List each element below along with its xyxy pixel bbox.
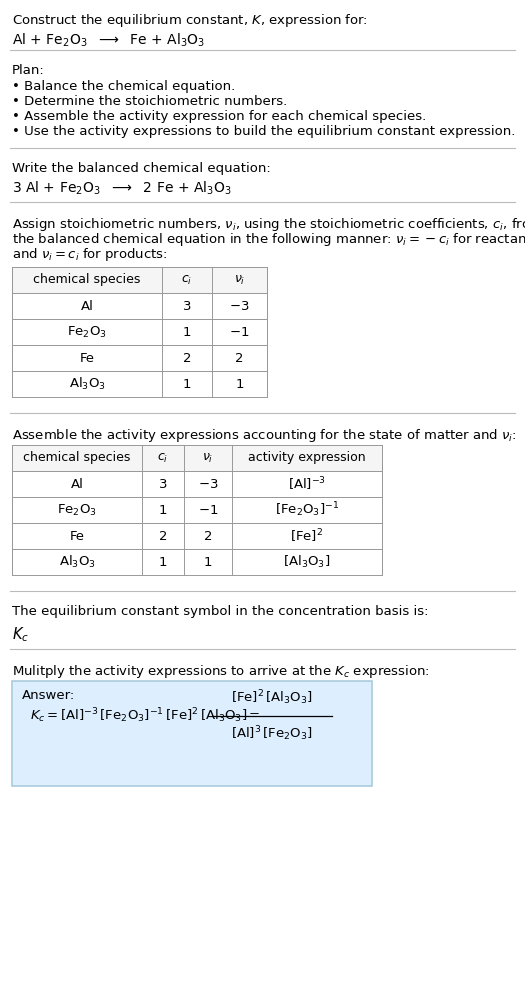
Text: 2: 2 — [235, 352, 244, 364]
Text: $[\mathrm{Fe_2O_3}]^{-1}$: $[\mathrm{Fe_2O_3}]^{-1}$ — [275, 501, 339, 519]
Text: $c_i$: $c_i$ — [181, 273, 193, 287]
Bar — [12, 471, 382, 497]
Text: Plan:: Plan: — [12, 64, 45, 77]
Text: $\nu_i$: $\nu_i$ — [202, 451, 214, 465]
Text: Al$_3$O$_3$: Al$_3$O$_3$ — [59, 554, 96, 570]
Bar — [12, 549, 382, 575]
Text: 1: 1 — [235, 377, 244, 390]
Bar — [12, 371, 267, 397]
Text: $c_i$: $c_i$ — [158, 451, 169, 465]
Text: Answer:: Answer: — [22, 689, 75, 702]
Text: 2: 2 — [183, 352, 191, 364]
Text: $[\mathrm{Al}]^3\,[\mathrm{Fe_2O_3}]$: $[\mathrm{Al}]^3\,[\mathrm{Fe_2O_3}]$ — [231, 725, 313, 743]
Text: $K_c$: $K_c$ — [12, 625, 29, 644]
Text: and $\nu_i = c_i$ for products:: and $\nu_i = c_i$ for products: — [12, 246, 167, 263]
Text: Assemble the activity expressions accounting for the state of matter and $\nu_i$: Assemble the activity expressions accoun… — [12, 427, 517, 444]
Text: 1: 1 — [159, 504, 167, 516]
Text: $[\mathrm{Al}]^{-3}$: $[\mathrm{Al}]^{-3}$ — [288, 475, 326, 493]
FancyBboxPatch shape — [12, 681, 372, 786]
Text: 1: 1 — [204, 556, 212, 568]
Text: Al: Al — [70, 478, 83, 490]
Text: 1: 1 — [159, 556, 167, 568]
Text: activity expression: activity expression — [248, 452, 366, 464]
Text: The equilibrium constant symbol in the concentration basis is:: The equilibrium constant symbol in the c… — [12, 605, 428, 618]
Text: Al + Fe$_2$O$_3$  $\longrightarrow$  Fe + Al$_3$O$_3$: Al + Fe$_2$O$_3$ $\longrightarrow$ Fe + … — [12, 32, 205, 49]
Bar — [12, 445, 382, 471]
Text: Fe$_2$O$_3$: Fe$_2$O$_3$ — [57, 502, 97, 518]
Text: 3: 3 — [159, 478, 167, 490]
Text: Fe$_2$O$_3$: Fe$_2$O$_3$ — [67, 324, 107, 340]
Text: $-3$: $-3$ — [198, 478, 218, 490]
Text: Assign stoichiometric numbers, $\nu_i$, using the stoichiometric coefficients, $: Assign stoichiometric numbers, $\nu_i$, … — [12, 216, 525, 233]
Bar — [12, 345, 267, 371]
Text: Al$_3$O$_3$: Al$_3$O$_3$ — [69, 376, 106, 392]
Text: Fe: Fe — [69, 530, 85, 542]
Text: 1: 1 — [183, 326, 191, 338]
Text: Mulitply the activity expressions to arrive at the $K_c$ expression:: Mulitply the activity expressions to arr… — [12, 663, 430, 680]
Text: • Use the activity expressions to build the equilibrium constant expression.: • Use the activity expressions to build … — [12, 125, 516, 138]
Text: 2: 2 — [159, 530, 167, 542]
Text: $[\mathrm{Fe}]^2\,[\mathrm{Al_3O_3}]$: $[\mathrm{Fe}]^2\,[\mathrm{Al_3O_3}]$ — [231, 689, 313, 707]
Text: 1: 1 — [183, 377, 191, 390]
Text: Construct the equilibrium constant, $K$, expression for:: Construct the equilibrium constant, $K$,… — [12, 12, 368, 29]
Text: 2: 2 — [204, 530, 212, 542]
Text: 3: 3 — [183, 300, 191, 312]
Text: $[\mathrm{Fe}]^2$: $[\mathrm{Fe}]^2$ — [290, 527, 323, 545]
Bar — [12, 267, 267, 293]
Text: • Assemble the activity expression for each chemical species.: • Assemble the activity expression for e… — [12, 110, 426, 123]
Text: • Balance the chemical equation.: • Balance the chemical equation. — [12, 80, 235, 93]
Bar — [12, 319, 267, 345]
Text: Al: Al — [80, 300, 93, 312]
Text: Write the balanced chemical equation:: Write the balanced chemical equation: — [12, 162, 271, 175]
Text: $-1$: $-1$ — [229, 326, 250, 338]
Text: $K_c = [\mathrm{Al}]^{-3}\,[\mathrm{Fe_2O_3}]^{-1}\,[\mathrm{Fe}]^{2}\,[\mathrm{: $K_c = [\mathrm{Al}]^{-3}\,[\mathrm{Fe_2… — [30, 707, 260, 725]
Text: $[\mathrm{Al_3O_3}]$: $[\mathrm{Al_3O_3}]$ — [284, 554, 331, 570]
Text: $-3$: $-3$ — [229, 300, 250, 312]
Bar — [12, 497, 382, 523]
Text: the balanced chemical equation in the following manner: $\nu_i = -c_i$ for react: the balanced chemical equation in the fo… — [12, 231, 525, 248]
Text: chemical species: chemical species — [33, 273, 141, 286]
Text: chemical species: chemical species — [23, 452, 131, 464]
Text: • Determine the stoichiometric numbers.: • Determine the stoichiometric numbers. — [12, 95, 287, 108]
Bar — [12, 523, 382, 549]
Text: $-1$: $-1$ — [198, 504, 218, 516]
Bar — [12, 293, 267, 319]
Text: 3 Al + Fe$_2$O$_3$  $\longrightarrow$  2 Fe + Al$_3$O$_3$: 3 Al + Fe$_2$O$_3$ $\longrightarrow$ 2 F… — [12, 180, 232, 197]
Text: Fe: Fe — [79, 352, 94, 364]
Text: $\nu_i$: $\nu_i$ — [234, 273, 245, 287]
